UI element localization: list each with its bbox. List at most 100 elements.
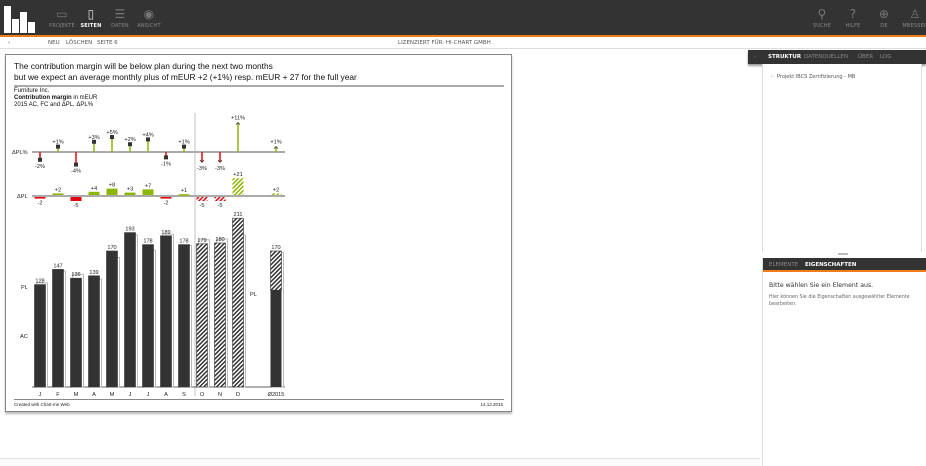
nav-daten[interactable]: ☰ DATEN (103, 6, 137, 29)
value-label: 193 (125, 227, 134, 233)
category-label: O (200, 392, 205, 398)
nav-label: DE (880, 23, 888, 29)
category-label: M (110, 392, 115, 398)
forecast-bar (214, 242, 226, 388)
value-label: 170 (271, 245, 280, 251)
delta-pl-bar (34, 197, 46, 199)
delta-pct-forecast-head (199, 159, 205, 163)
delta-pct-forecast-head (273, 146, 279, 149)
delta-pct-forecast-head (217, 159, 223, 163)
actual-bar (142, 244, 154, 388)
forecast-bar (196, 243, 208, 388)
collapse-panel-icon[interactable]: › (754, 54, 757, 60)
select-element-prompt: Bitte wählen Sie ein Element aus. (769, 282, 874, 289)
nav-label: DATEN (111, 23, 129, 29)
forecast-bar (232, 217, 244, 388)
resize-handle[interactable] (838, 253, 848, 255)
tab-ueber[interactable]: ÜBER (858, 54, 874, 60)
delta-pct-head (164, 155, 168, 160)
category-label: A (92, 392, 96, 398)
scenario-text: 2015 AC, FC and ΔPL, ΔPL% (14, 102, 94, 108)
actual-bar (70, 277, 82, 388)
delta-pct-label: +1% (52, 140, 63, 146)
delta-pl-label: +4 (91, 186, 97, 192)
delta-pct-head (182, 144, 186, 149)
back-button[interactable]: ‹ (8, 40, 11, 46)
chart-subtitle: Furniture Inc. Contribution margin in mE… (14, 88, 97, 109)
total-forecast-bar (270, 250, 282, 291)
delta-pct-forecast-head (235, 122, 241, 125)
nav-right-suche[interactable]: ⚲ SUCHE (805, 6, 839, 29)
delta-pct-label: +5% (106, 130, 117, 136)
delta-pl-label: +3 (127, 187, 133, 193)
user-icon: ♙ (909, 7, 921, 21)
page-toolbar: ‹ NEU LÖSCHEN SEITE 6 LIZENZIERT FÜR: HI… (0, 37, 926, 49)
nav-label: ANSICHT (137, 23, 161, 29)
nav-projekte[interactable]: ▭ PROJEKTE (45, 6, 79, 29)
delta-pl-bar (142, 189, 154, 195)
nav-ansicht[interactable]: ◉ ANSICHT (132, 6, 166, 29)
nav-right-mbesser[interactable]: ♙ MBESSER (898, 6, 926, 29)
delta-pct-head (146, 137, 150, 142)
tab-datenquellen[interactable]: DATENQUELLEN (804, 54, 848, 60)
footer-divider (14, 399, 504, 400)
delete-page-button[interactable]: LÖSCHEN (66, 40, 93, 46)
delta-pl-label: -5 (200, 203, 205, 209)
delta-pl-bar (270, 193, 282, 195)
delta-pl-label: +2 (273, 187, 279, 193)
nav-seiten[interactable]: ▯ SEITEN (74, 6, 108, 29)
delta-pct-head (128, 142, 132, 147)
row-label-ac: AC (20, 334, 28, 340)
delta-pct-label: +1% (178, 140, 189, 146)
tab-elemente[interactable]: ELEMENTE (769, 262, 799, 268)
delta-pl-bar (106, 188, 118, 195)
properties-hint: Hier können Sie die Eigenschaften ausgew… (769, 295, 910, 307)
delta-pct-label: +3% (88, 135, 99, 141)
eye-icon: ◉ (143, 7, 155, 21)
divider (14, 85, 504, 87)
delta-pct-label: -3% (197, 166, 207, 172)
nav-right-hilfe[interactable]: ? HILFE (836, 6, 870, 29)
current-page-label: SEITE 6 (97, 40, 118, 46)
delta-pl-label: +21 (233, 172, 243, 178)
delta-pl-bar (196, 197, 208, 201)
tab-struktur[interactable]: STRUKTUR (768, 54, 802, 60)
nav-right-de[interactable]: ⊕ DE (867, 6, 901, 29)
canvas-bottom-edge (0, 458, 760, 466)
delta-pl-bar (214, 197, 226, 201)
footer-credit: Created with Chart-me Web (14, 402, 70, 407)
delta-pl-bar (70, 197, 82, 201)
delta-pl-bar (160, 197, 172, 199)
total-actual-bar (270, 290, 282, 387)
delta-pl-bar (232, 178, 244, 195)
tab-eigenschaften[interactable]: EIGENSCHAFTEN (805, 262, 857, 268)
measure-unit: in mEUR (71, 95, 98, 101)
row-label-dpl: ΔPL (17, 194, 28, 200)
delta-pct-label: -1% (161, 161, 171, 167)
value-label: 180 (215, 237, 224, 243)
delta-pl-label: +1 (181, 188, 187, 194)
database-icon: ☰ (114, 7, 126, 21)
tree-item[interactable]: ⊢ Projekt IBCS Zertifizierung - MB (771, 74, 855, 80)
nav-label: HILFE (845, 23, 861, 29)
actual-bar (178, 244, 190, 388)
category-label: D (236, 392, 240, 398)
new-page-button[interactable]: NEU (48, 40, 60, 46)
value-label: 178 (179, 239, 188, 245)
globe-icon: ⊕ (878, 7, 890, 21)
page-icon: ▯ (87, 7, 95, 21)
delta-pl-label: -5 (74, 203, 79, 209)
category-label: J (39, 392, 42, 398)
nav-label: SEITEN (80, 23, 102, 29)
value-label: 128 (35, 279, 44, 285)
tab-log[interactable]: LOG (880, 54, 892, 60)
actual-bar (160, 235, 172, 388)
delta-pl-bar (52, 193, 64, 195)
headline-line-1: The contribution margin will be below pl… (14, 61, 273, 71)
measure-name: Contribution margin (14, 95, 72, 101)
value-label: 211 (234, 212, 243, 218)
tree-branch-icon: ⊢ (771, 74, 777, 80)
value-label: 170 (107, 245, 116, 251)
company-name: Furniture Inc. (14, 88, 50, 94)
